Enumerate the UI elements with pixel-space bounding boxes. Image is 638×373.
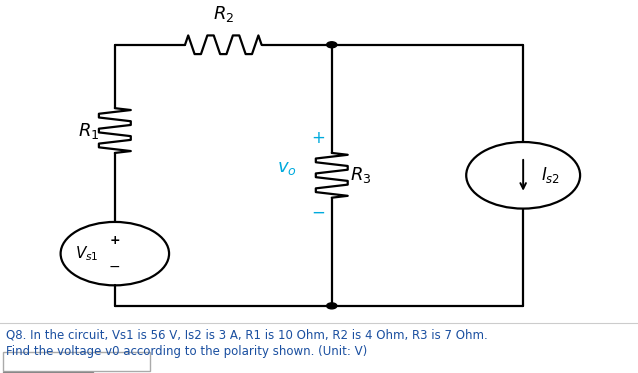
FancyBboxPatch shape bbox=[3, 352, 150, 371]
Text: $R_3$: $R_3$ bbox=[350, 165, 371, 185]
Text: $v_o$: $v_o$ bbox=[277, 159, 297, 177]
Circle shape bbox=[327, 42, 337, 48]
Text: Find the voltage v0 according to the polarity shown. (Unit: V): Find the voltage v0 according to the pol… bbox=[6, 345, 367, 358]
Text: $I_{s2}$: $I_{s2}$ bbox=[541, 165, 560, 185]
Text: −: − bbox=[109, 260, 121, 274]
Circle shape bbox=[327, 303, 337, 309]
Text: $R_2$: $R_2$ bbox=[212, 4, 234, 24]
Text: +: + bbox=[110, 234, 120, 247]
Text: −: − bbox=[311, 204, 325, 222]
Text: +: + bbox=[311, 129, 325, 147]
FancyBboxPatch shape bbox=[3, 372, 93, 373]
Text: $R_1$: $R_1$ bbox=[77, 120, 99, 141]
Text: $V_{s1}$: $V_{s1}$ bbox=[75, 244, 99, 263]
Text: Q8. In the circuit, Vs1 is 56 V, Is2 is 3 A, R1 is 10 Ohm, R2 is 4 Ohm, R3 is 7 : Q8. In the circuit, Vs1 is 56 V, Is2 is … bbox=[6, 328, 488, 341]
